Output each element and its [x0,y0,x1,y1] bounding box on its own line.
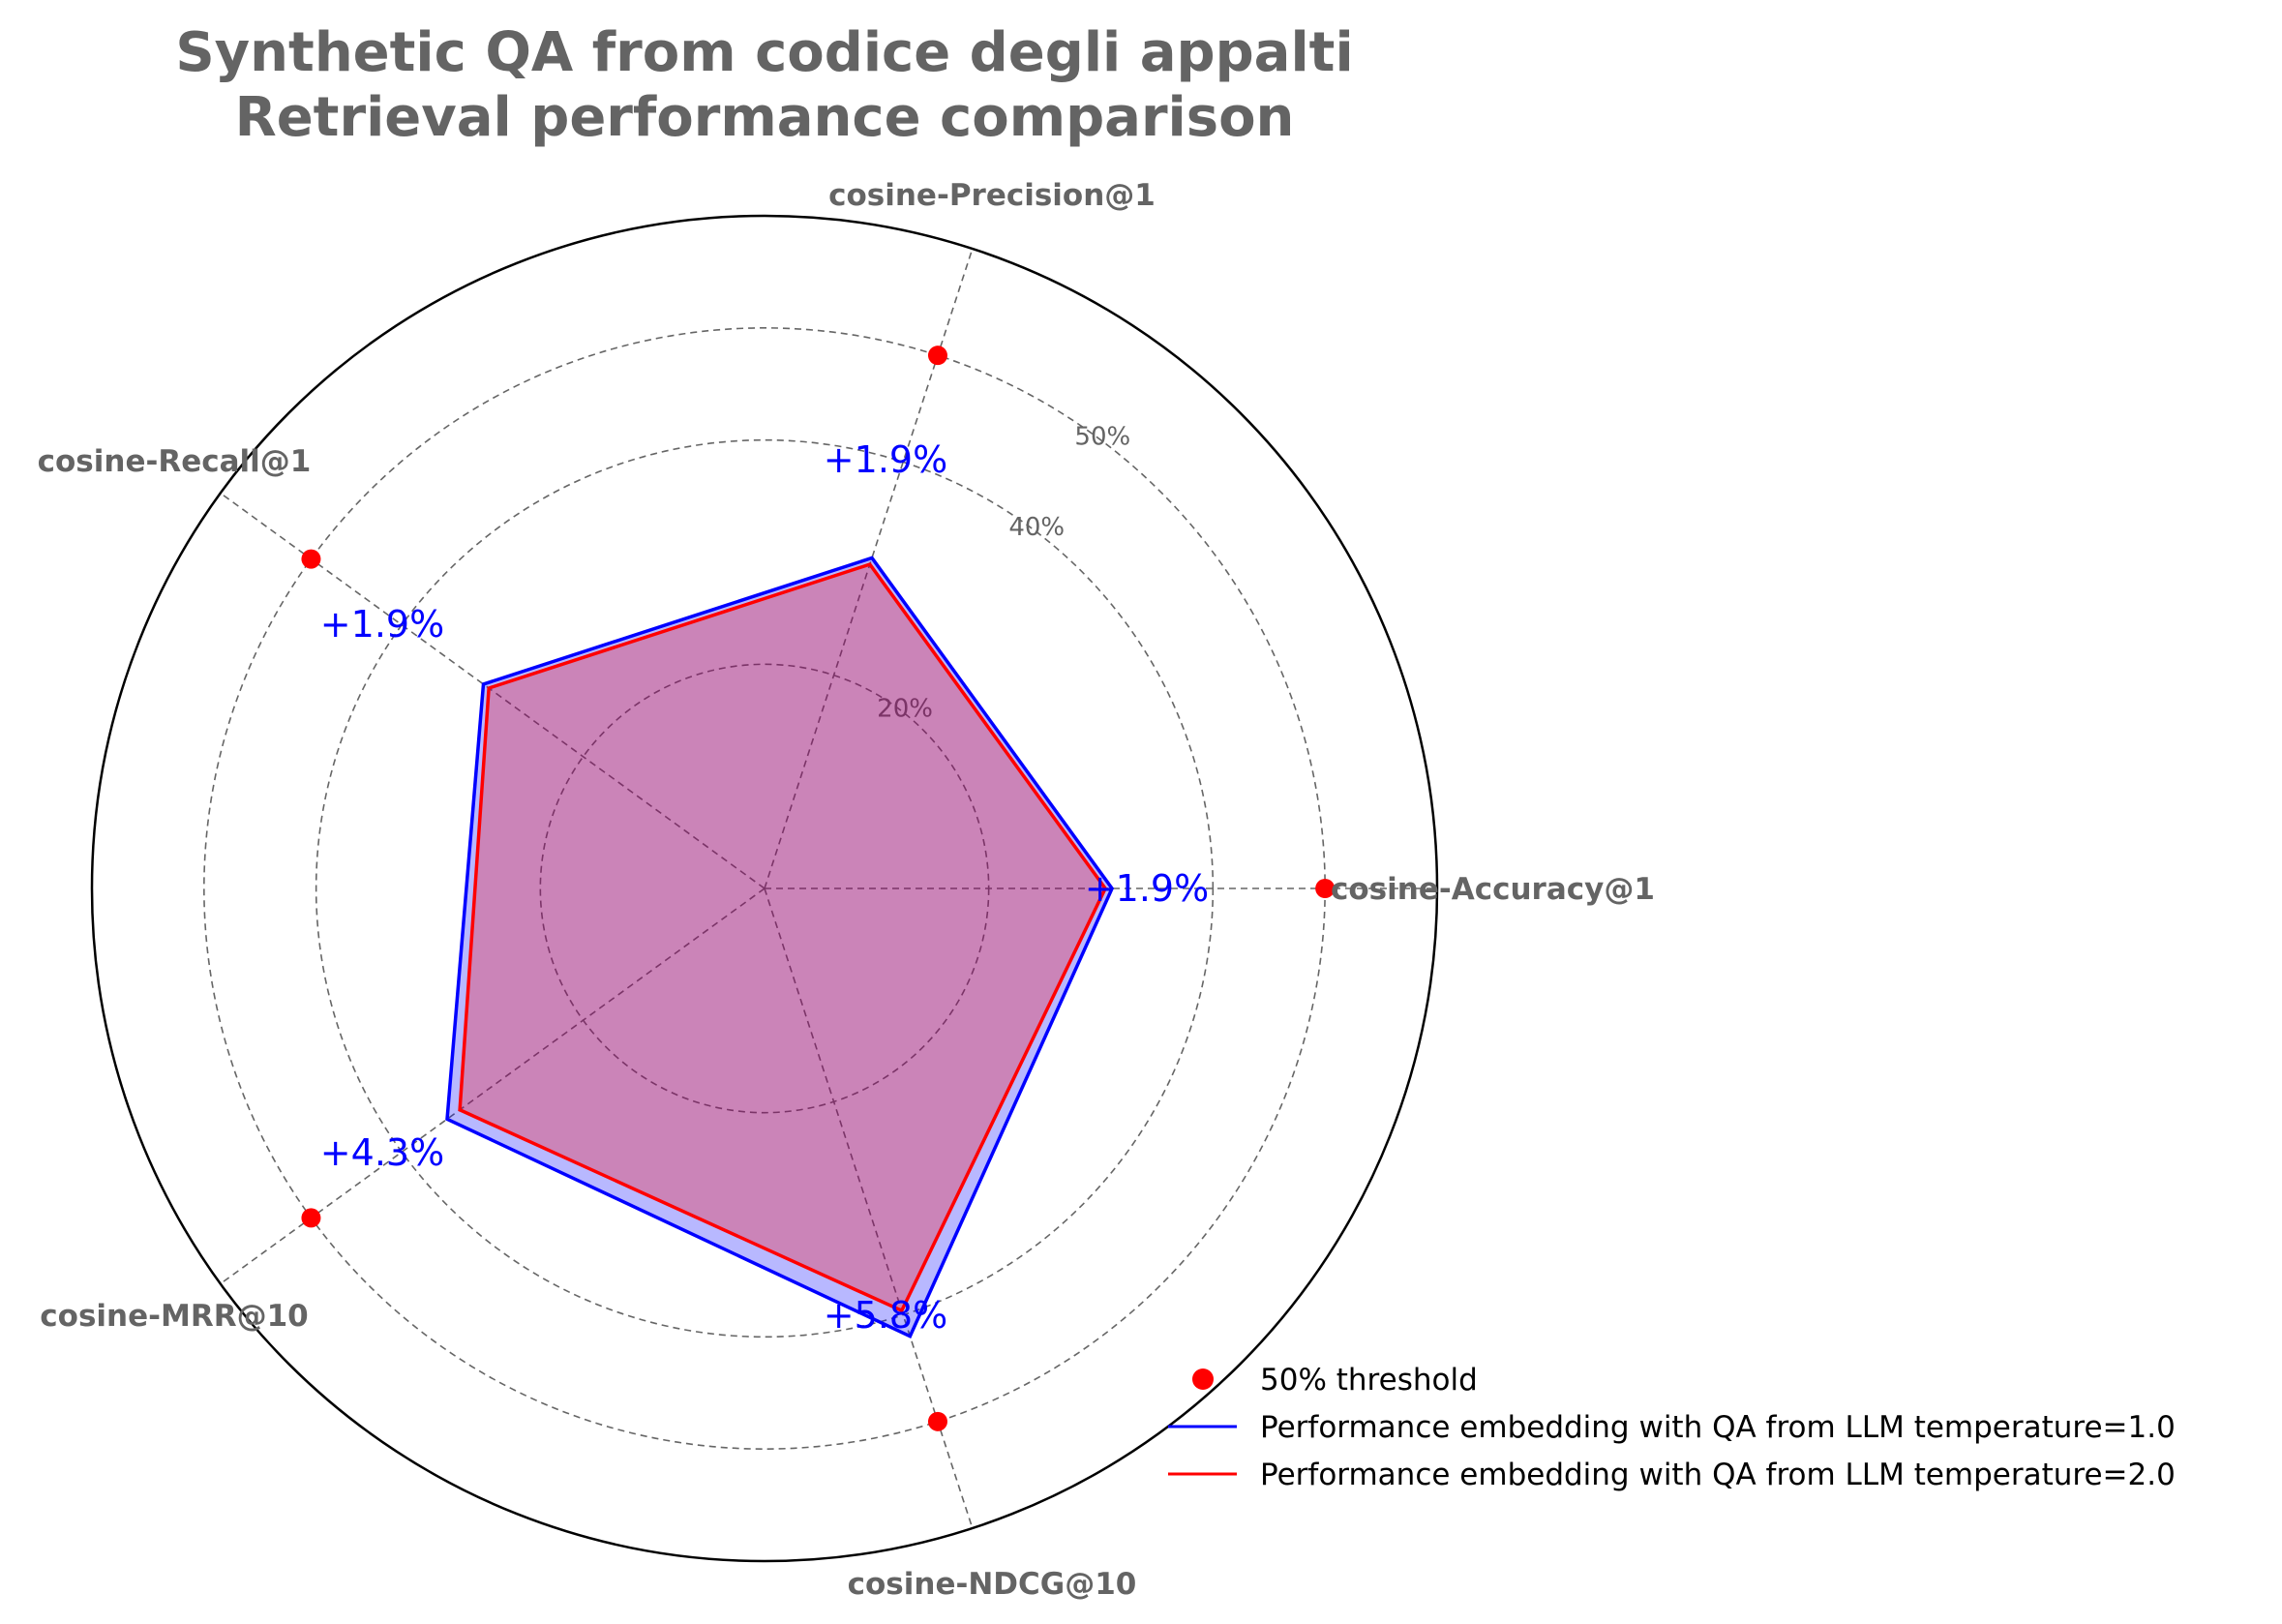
improvement-annotation: +1.9% [824,438,947,481]
threshold-marker [927,1411,947,1431]
series-1-line [445,556,1115,1339]
legend-threshold-label: 50% threshold [1260,1363,1478,1398]
axis-label: cosine-MRR@10 [40,1299,308,1334]
series-layer [445,556,1115,1339]
threshold-marker [1315,879,1336,898]
threshold-marker [927,346,947,366]
improvement-annotation: +5.8% [824,1294,947,1337]
annotations: +1.9% +1.9% +1.9% +4.3% +5.8% [320,438,1209,1337]
threshold-marker [301,549,321,569]
threshold-marker [301,1208,321,1228]
legend: 50% threshold Performance embedding with… [1168,1363,2176,1492]
axis-labels: cosine-Accuracy@1 cosine-Precision@1 cosin… [38,178,1655,1602]
improvement-annotation: +1.9% [320,603,444,646]
series-2-area [460,564,1106,1311]
axis-label: cosine-Accuracy@1 [1331,872,1655,907]
improvement-annotation: +4.3% [320,1131,444,1174]
chart-title-line-1: Synthetic QA from codice degli appalti [175,21,1353,84]
outer-frame [90,214,1439,1563]
series-1-area [447,557,1113,1337]
legend-threshold-marker [1192,1368,1214,1390]
radial-tick-label: 50% [1074,422,1130,451]
legend-series-1-label: Performance embedding with QA from LLM t… [1260,1410,2176,1445]
series-2-line [458,562,1108,1313]
chart-title-line-2: Retrieval performance comparison [235,86,1295,149]
axis-label: cosine-NDCG@10 [848,1567,1137,1602]
chart-title: Synthetic QA from codice degli appalti R… [175,21,1353,149]
radial-tick-label: 20% [877,695,933,724]
axis-label: cosine-Precision@1 [828,178,1156,213]
axis-label: cosine-Recall@1 [38,444,312,479]
radial-tick-label: 40% [1008,513,1065,542]
radial-gridline [315,438,1215,1338]
improvement-annotation: +1.9% [1085,867,1209,910]
threshold-markers [301,346,1336,1431]
legend-series-2-label: Performance embedding with QA from LLM t… [1260,1458,2176,1492]
